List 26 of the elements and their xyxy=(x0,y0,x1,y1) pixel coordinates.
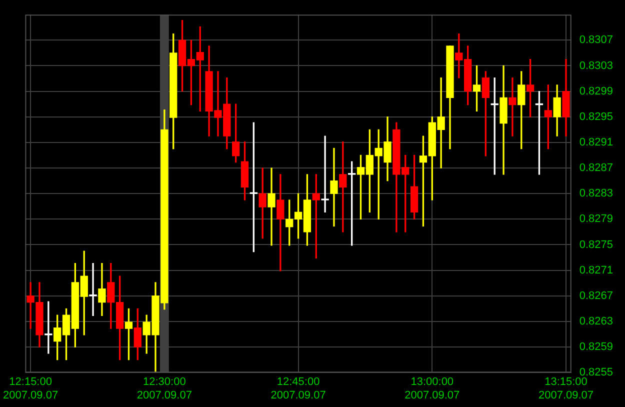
y-tick-label: 0.8259 xyxy=(579,341,614,354)
candlestick xyxy=(268,168,276,246)
x-tick-label: 12:15:00 2007.09.07 xyxy=(3,376,58,402)
x-tick-label: 13:15:00 2007.09.07 xyxy=(538,376,594,402)
x-tick-label: 12:45:00 2007.09.07 xyxy=(270,376,326,402)
candlestick xyxy=(500,65,508,175)
y-tick-label: 0.8299 xyxy=(579,85,614,98)
candlestick xyxy=(276,174,284,272)
y-tick-label: 0.8283 xyxy=(579,188,614,200)
y-tick-label: 0.8271 xyxy=(579,264,614,276)
y-tick-label: 0.8295 xyxy=(579,110,614,123)
candlestick xyxy=(330,148,338,227)
y-tick-label: 0.8287 xyxy=(579,162,614,174)
y-tick-label: 0.8291 xyxy=(579,136,614,148)
y-tick-label: 0.8255 xyxy=(579,366,614,379)
y-tick-label: 0.8307 xyxy=(579,34,614,46)
y-tick-label: 0.8275 xyxy=(579,238,614,251)
candlestick xyxy=(321,136,329,212)
y-tick-label: 0.8279 xyxy=(579,213,614,226)
candlestick xyxy=(89,262,97,316)
x-tick-label: 12:30:00 2007.09.07 xyxy=(136,376,192,402)
y-tick-label: 0.8267 xyxy=(579,290,614,302)
y-tick-label: 0.8303 xyxy=(579,60,614,72)
y-tick-label: 0.8263 xyxy=(579,315,614,328)
candlestick xyxy=(508,78,516,136)
x-tick-label: 13:00:00 2007.09.07 xyxy=(404,376,460,402)
